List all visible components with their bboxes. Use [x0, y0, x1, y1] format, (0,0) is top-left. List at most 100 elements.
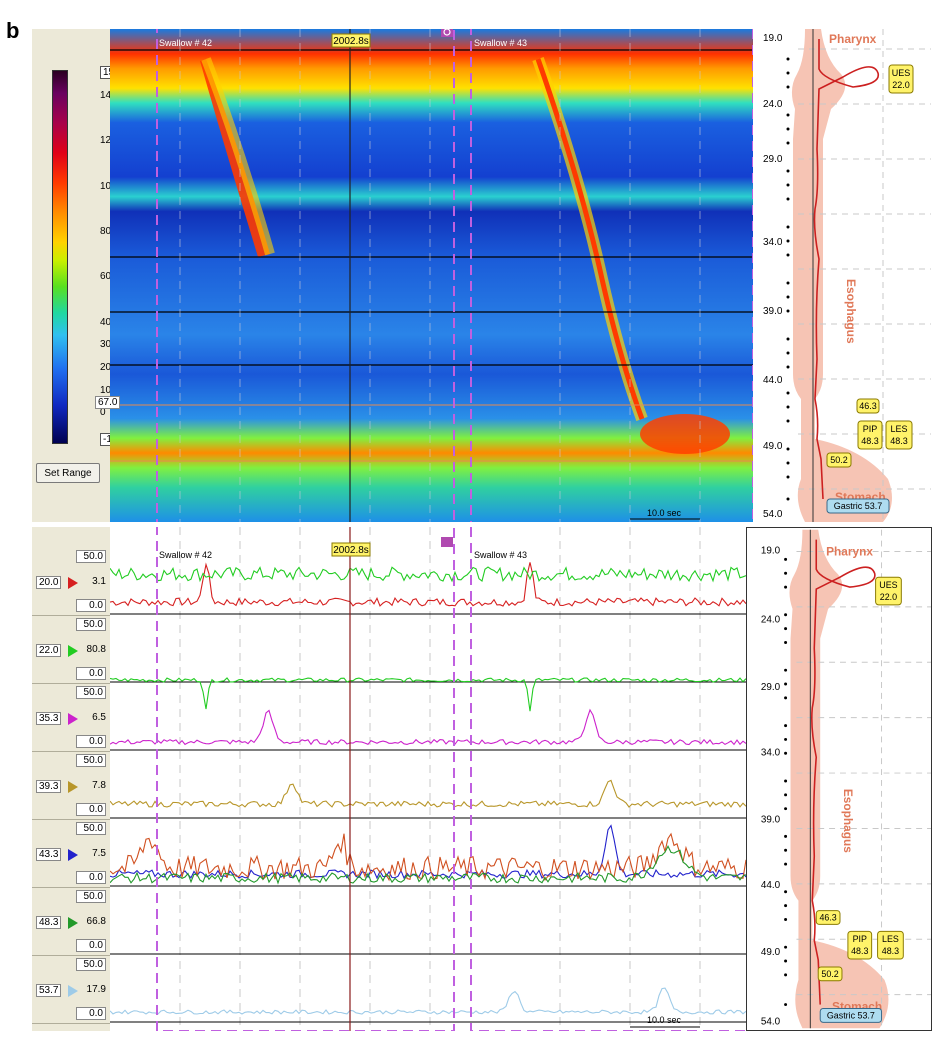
- les-box: [877, 930, 904, 960]
- colorbar-tick: 140: [100, 90, 117, 101]
- depth-tick: 44.0: [761, 880, 781, 891]
- gastric-value: Gastric 53.7: [827, 1010, 875, 1020]
- pip-value: 48.3: [861, 436, 879, 446]
- window-handle: [441, 537, 453, 547]
- channel-min[interactable]: 0.0: [76, 871, 106, 884]
- ues-label: UES: [892, 68, 911, 78]
- trace-channel-5-esleeve: [110, 832, 746, 882]
- sensor-dots: [786, 57, 790, 501]
- channel-value: 7.8: [92, 780, 106, 791]
- channel-position: 53.7: [36, 984, 62, 997]
- gastric-box: [819, 1008, 883, 1023]
- pip-box: [847, 930, 873, 960]
- marker-lower-value: 50.2: [830, 455, 848, 465]
- anatomy-panel-bottom[interactable]: 19.0 24.0 29.0 34.0 39.0 44.0 49.0 54.0 …: [746, 527, 932, 1031]
- channel-max[interactable]: 50.0: [76, 686, 106, 699]
- channel-arrow-icon[interactable]: [68, 781, 78, 793]
- channel-min[interactable]: 0.0: [76, 599, 106, 612]
- marker-lower-box: [817, 966, 843, 982]
- channel-max[interactable]: 50.0: [76, 890, 106, 903]
- channel-arrow-icon[interactable]: [68, 645, 78, 657]
- depth-tick: 19.0: [761, 545, 781, 556]
- swallow-42-label: Swallow # 42: [159, 550, 212, 560]
- les-value: 48.3: [882, 946, 899, 956]
- traces-background: [110, 527, 746, 1031]
- channel-min[interactable]: 0.0: [76, 1007, 106, 1020]
- label-esophagus: Esophagus: [844, 279, 858, 344]
- les-box: [885, 420, 913, 450]
- esleeve-value: 67.0: [95, 396, 121, 409]
- pip-box: [857, 420, 883, 450]
- channel-position: 39.3: [36, 780, 62, 793]
- channel-value: 7.5: [92, 848, 106, 859]
- channel-row: 50.0 43.3 7.5 0.0: [32, 819, 110, 888]
- channel-min[interactable]: 0.0: [76, 939, 106, 952]
- les-label: LES: [890, 424, 907, 434]
- window-handle-icon: [443, 29, 451, 36]
- depth-tick: 24.0: [761, 615, 781, 626]
- channel-max[interactable]: 50.0: [76, 958, 106, 971]
- ues-value: 22.0: [880, 592, 897, 602]
- channel-min[interactable]: 0.0: [76, 735, 106, 748]
- marker-upper-box: [856, 398, 880, 414]
- channel-panel: 50.0 20.0 3.1 0.0 50.0 22.0 80.8 0.0 50.0 35.3 6.5…: [32, 527, 128, 1031]
- swallow-43-wave: [535, 58, 645, 420]
- scale-bar-label: 10.0 sec: [647, 1015, 682, 1025]
- colorbar-panel: 150.0 140 120 100 80 60 40 30 20 10 0 -1…: [32, 29, 132, 522]
- channel-min[interactable]: 0.0: [76, 803, 106, 816]
- marker-lower-value: 50.2: [821, 969, 838, 979]
- les-value: 48.3: [890, 436, 908, 446]
- depth-tick: 34.0: [763, 237, 783, 248]
- channel-position: 20.0: [36, 576, 62, 589]
- swallow-42-window: [156, 29, 455, 522]
- colorbar-tick: 80: [100, 226, 112, 237]
- channel-row: 50.0 39.3 7.8 0.0: [32, 751, 110, 820]
- swallow-43-window: [470, 527, 746, 1031]
- swallow-43-window: [470, 29, 753, 522]
- channel-arrow-icon[interactable]: [68, 985, 78, 997]
- channel-arrow-icon[interactable]: [68, 849, 78, 861]
- depth-tick: 44.0: [763, 375, 783, 386]
- marker-upper-box: [815, 910, 841, 925]
- time-cursor-label: 2002.8s: [333, 545, 369, 556]
- channel-max[interactable]: 50.0: [76, 550, 106, 563]
- depth-tick: 54.0: [761, 1016, 781, 1027]
- colorbar-tick: 20: [100, 362, 112, 373]
- depth-tick: 39.0: [763, 306, 783, 317]
- channel-row: 50.0 35.3 6.5 0.0: [32, 683, 110, 752]
- sensor-dots: [784, 557, 788, 1007]
- time-cursor-label: 2002.8s: [333, 36, 369, 47]
- channel-value: 80.8: [86, 644, 106, 655]
- pressure-profile-line: [811, 539, 876, 1005]
- channel-arrow-icon[interactable]: [68, 713, 78, 725]
- trace-channel-6-overlay: [110, 844, 746, 885]
- window-handle: [441, 29, 453, 37]
- channel-arrow-icon[interactable]: [68, 577, 78, 589]
- depth-tick: 34.0: [761, 747, 781, 758]
- channel-arrow-icon[interactable]: [68, 917, 78, 929]
- gastric-box: [826, 498, 890, 514]
- pressure-topography-plot[interactable]: 2002.8s Swallow # 42 Swallow # 43 10.0 s…: [110, 29, 753, 522]
- trace-channel-4: [110, 779, 746, 808]
- channel-max[interactable]: 50.0: [76, 822, 106, 835]
- colorbar-tick: 0: [100, 407, 106, 418]
- channel-max[interactable]: 50.0: [76, 754, 106, 767]
- channel-position: 43.3: [36, 848, 62, 861]
- channel-max[interactable]: 50.0: [76, 618, 106, 631]
- set-range-button[interactable]: Set Range: [36, 463, 100, 483]
- marker-lower-box: [826, 452, 852, 468]
- trace-channel-2: [110, 677, 746, 712]
- ues-label: UES: [879, 580, 897, 590]
- depth-tick: 49.0: [761, 947, 781, 958]
- channel-min[interactable]: 0.0: [76, 667, 106, 680]
- channel-value: 3.1: [92, 576, 106, 587]
- pip-label: PIP: [863, 424, 878, 434]
- line-tracing-plot[interactable]: 2002.8s Swallow # 42 Swallow # 43 10.0 sec: [110, 527, 746, 1031]
- ues-value: 22.0: [892, 80, 910, 90]
- depth-tick: 29.0: [761, 682, 781, 693]
- time-grid: [179, 29, 701, 522]
- label-pharynx: Pharynx: [829, 32, 877, 46]
- depth-tick: 39.0: [761, 815, 781, 826]
- anatomy-panel-top[interactable]: 19.0 24.0 29.0 34.0 39.0 44.0 49.0 54.0 …: [753, 29, 931, 522]
- time-cursor-box: [331, 542, 371, 557]
